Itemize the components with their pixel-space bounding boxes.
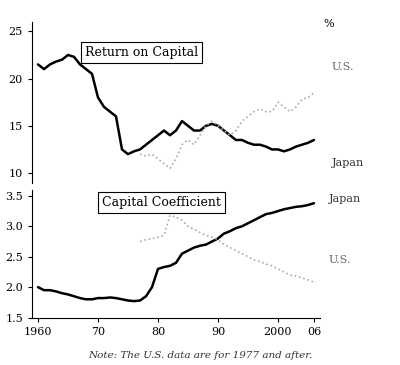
Text: Japan: Japan [329,193,361,204]
Text: Note: The U.S. data are for 1977 and after.: Note: The U.S. data are for 1977 and aft… [88,351,312,360]
Text: U.S.: U.S. [329,255,351,265]
Text: Japan: Japan [332,158,364,168]
Text: Capital Coefficient: Capital Coefficient [102,196,221,209]
Text: Return on Capital: Return on Capital [85,46,198,59]
Text: %: % [323,19,334,29]
Text: U.S.: U.S. [332,62,354,72]
